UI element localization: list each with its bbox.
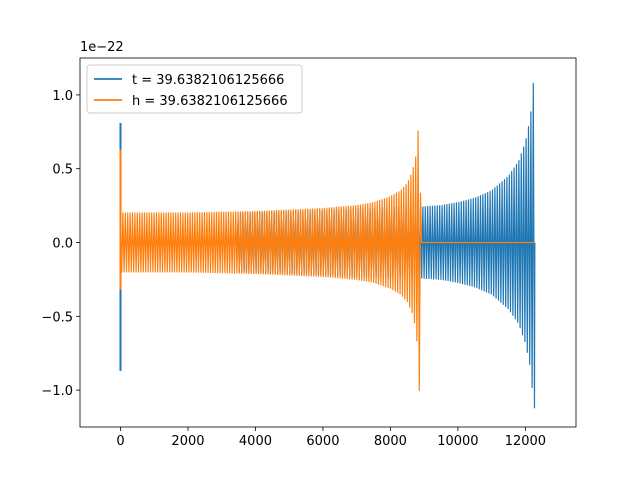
x-tick-label: 10000 — [437, 434, 478, 449]
x-tick-label: 6000 — [306, 434, 339, 449]
legend-box — [86, 64, 303, 114]
y-tick-label: 0.0 — [52, 237, 73, 252]
x-tick-label: 12000 — [505, 434, 546, 449]
legend-label: t = 39.6382106125666 — [132, 73, 284, 88]
y-tick-label: −1.0 — [41, 384, 73, 399]
legend-label: h = 39.6382106125666 — [132, 94, 288, 109]
x-tick-label: 2000 — [171, 434, 204, 449]
series-line-2 — [119, 130, 536, 392]
x-axis: 0 2000 4000 6000 8000 10000 12000 — [116, 427, 546, 449]
legend: t = 39.6382106125666 h = 39.6382106125666 — [86, 64, 303, 114]
series-layer — [119, 82, 536, 409]
x-tick-label: 4000 — [239, 434, 272, 449]
y-tick-label: 1.0 — [52, 89, 73, 104]
y-tick-label: 0.5 — [52, 163, 73, 178]
y-tick-label: −0.5 — [41, 310, 73, 325]
y-axis: 1.0 0.5 0.0 −0.5 −1.0 — [41, 89, 80, 399]
x-tick-label: 0 — [116, 434, 124, 449]
x-tick-label: 8000 — [374, 434, 407, 449]
plot-area — [119, 82, 536, 409]
y-offset-label: 1e−22 — [80, 40, 124, 55]
